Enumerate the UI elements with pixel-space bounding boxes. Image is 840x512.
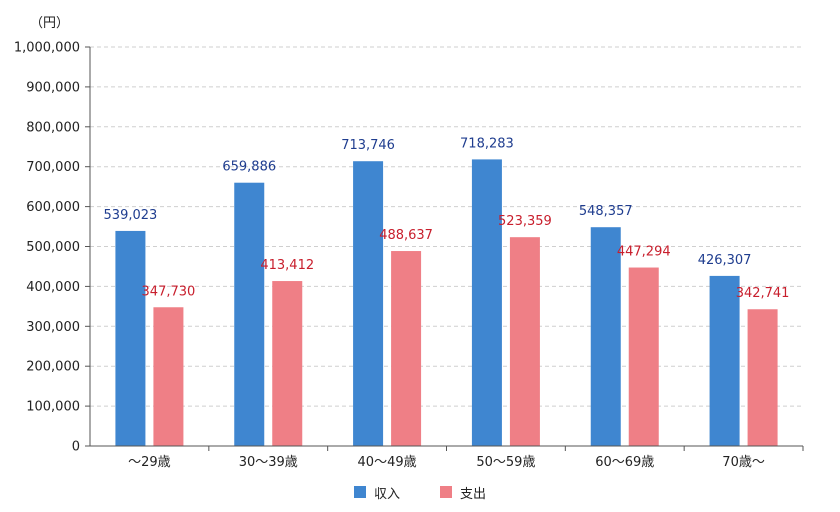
bar-expense[interactable]	[272, 281, 303, 446]
data-label-expense: 342,741	[736, 286, 790, 301]
bar-income[interactable]	[590, 227, 621, 446]
bar-expense[interactable]	[153, 307, 184, 446]
legend: 収入 支出	[0, 482, 840, 502]
data-label-income: 548,357	[579, 204, 633, 219]
legend-label-expense: 支出	[460, 486, 487, 502]
bar-income[interactable]	[234, 182, 265, 446]
bar-expense[interactable]	[628, 267, 659, 446]
x-category-label: 30～39歳	[239, 455, 298, 470]
y-tick-label: 800,000	[26, 120, 80, 135]
y-tick-label: 900,000	[26, 80, 80, 95]
y-tick-label: 700,000	[26, 160, 80, 175]
x-category-label: ～29歳	[128, 455, 171, 470]
bar-income[interactable]	[115, 230, 146, 446]
bar-chart: （円） 0 100,000 200,000 300,000 400,000 500,000…	[14, 16, 804, 470]
data-label-income: 659,886	[222, 160, 276, 175]
bar-income[interactable]	[709, 275, 740, 446]
bar-income[interactable]	[353, 161, 384, 447]
data-labels: 539,023 347,730 659,886 413,412 713,746 488,6…	[104, 136, 790, 301]
y-tick-label: 200,000	[26, 360, 80, 375]
data-label-expense: 447,294	[617, 245, 671, 260]
legend-swatch-income	[353, 486, 366, 498]
x-axis-categories: ～29歳 30～39歳 40～49歳 50～59歳 60～69歳 70歳～	[128, 446, 804, 470]
y-tick-label: 100,000	[26, 400, 80, 415]
bar-expense[interactable]	[391, 251, 422, 446]
data-label-income: 718,283	[460, 136, 514, 151]
bars	[115, 159, 778, 447]
data-label-expense: 523,359	[498, 214, 552, 229]
x-category-label: 60～69歳	[595, 455, 654, 470]
legend-item-expense[interactable]: 支出	[440, 483, 486, 502]
bar-expense[interactable]	[509, 237, 540, 446]
legend-label-income: 収入	[373, 486, 400, 502]
x-category-label: 40～49歳	[358, 455, 417, 470]
y-tick-label: 1,000,000	[14, 41, 80, 56]
y-axis-ticks: 0 100,000 200,000 300,000 400,000 500,000 600,…	[14, 41, 90, 455]
y-tick-label: 500,000	[26, 240, 80, 255]
data-label-expense: 413,412	[260, 258, 314, 273]
gridlines	[90, 46, 803, 407]
legend-item-income[interactable]: 収入	[353, 483, 400, 502]
data-label-expense: 488,637	[379, 228, 433, 243]
bar-expense[interactable]	[747, 309, 778, 446]
y-tick-label: 300,000	[26, 320, 80, 335]
data-label-income: 426,307	[698, 253, 752, 268]
data-label-income: 539,023	[104, 208, 158, 223]
x-category-label: 70歳～	[722, 455, 765, 470]
data-label-income: 713,746	[341, 138, 395, 153]
y-tick-label: 600,000	[26, 200, 80, 215]
data-label-expense: 347,730	[142, 284, 196, 299]
y-tick-label: 0	[72, 440, 80, 455]
x-category-label: 50～59歳	[476, 455, 535, 470]
bar-income[interactable]	[471, 159, 502, 446]
legend-swatch-expense	[440, 486, 452, 498]
y-axis-unit-label: （円）	[30, 16, 69, 31]
y-tick-label: 400,000	[26, 280, 80, 295]
